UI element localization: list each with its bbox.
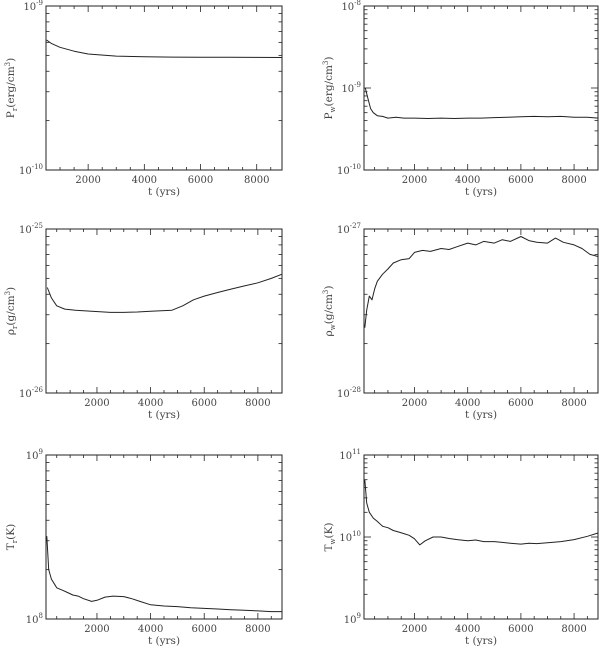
series-line: [46, 273, 283, 313]
x-tick-label: 2000: [84, 398, 109, 409]
chart-panel-6: 2000 4000 6000 8000 1011 1010 109 t (yrs) Tw(K): [323, 448, 599, 647]
x-tick-label: 8000: [245, 624, 270, 635]
plot-frame: [45, 454, 283, 620]
y-tick-label: 109: [26, 448, 43, 462]
y-tick-label: 10-27: [337, 222, 361, 236]
x-tick-label: 8000: [245, 398, 270, 409]
y-axis-label: ρw(g/cm3): [322, 286, 337, 337]
y-tick-label: 1011: [339, 448, 361, 462]
series-line: [46, 39, 283, 58]
y-tick-label: 10-10: [337, 163, 361, 177]
chart-panel-2: 2000 4000 6000 8000 10-8 10-9 10-10 t (yrs) Pw(e…: [322, 0, 599, 198]
plot-frame: [363, 228, 599, 394]
y-axis-label: Pw(erg/cm3): [322, 56, 337, 119]
y-tick-label: 10-9: [341, 81, 361, 95]
y-tick-label: 1010: [339, 530, 361, 544]
x-tick-label: 2000: [84, 624, 109, 635]
y-tick-label: 10-28: [337, 386, 361, 400]
x-tick-label: 6000: [188, 175, 213, 186]
x-tick-label: 4000: [132, 175, 157, 186]
x-tick-label: 4000: [138, 398, 163, 409]
x-tick-label: 4000: [455, 175, 480, 186]
x-tick-label: 6000: [508, 175, 533, 186]
y-tick-label: 10-26: [19, 386, 44, 400]
x-axis-label: t (yrs): [148, 409, 180, 421]
x-tick-label: 2000: [75, 175, 100, 186]
y-axis-label: Tr(K): [5, 524, 19, 550]
chart-panel-5: 2000 4000 6000 8000 109 108 t (yrs) Tr(K): [5, 448, 283, 647]
plot-frame: [45, 5, 283, 171]
plot-frame: [363, 454, 599, 620]
y-axis-label: Pr(erg/cm3): [4, 58, 19, 118]
y-tick-label: 10-9: [23, 0, 43, 13]
x-tick-label: 4000: [455, 624, 480, 635]
x-axis-label: t (yrs): [148, 186, 180, 198]
x-tick-label: 6000: [192, 398, 217, 409]
x-tick-label: 8000: [561, 624, 586, 635]
x-tick-label: 6000: [508, 624, 533, 635]
y-tick-label: 10-8: [341, 0, 361, 13]
y-tick-label: 108: [26, 612, 43, 626]
x-tick-label: 6000: [192, 624, 217, 635]
x-tick-label: 2000: [402, 398, 427, 409]
chart-panel-3: 2000 4000 6000 8000 10-25 10-26 t (yrs) ρr(g/cm…: [4, 222, 283, 421]
x-axis-label: t (yrs): [148, 635, 180, 647]
chart-panel-1: 2000 4000 6000 8000 10-9 10-10 t (yrs) Pr(erg/c…: [4, 0, 283, 198]
x-tick-label: 2000: [402, 175, 427, 186]
x-axis-label: t (yrs): [465, 635, 497, 647]
series-line: [364, 236, 599, 328]
series-line: [364, 479, 599, 546]
y-tick-label: 10-10: [19, 163, 43, 177]
series-line: [46, 536, 282, 613]
x-tick-label: 8000: [561, 175, 586, 186]
x-tick-label: 6000: [508, 398, 533, 409]
x-tick-label: 8000: [244, 175, 269, 186]
x-tick-label: 4000: [138, 624, 163, 635]
plot-frame: [363, 5, 599, 171]
x-tick-label: 4000: [455, 398, 480, 409]
x-tick-label: 2000: [402, 624, 427, 635]
y-axis-label: Tw(K): [323, 522, 337, 551]
y-tick-label: 109: [344, 612, 361, 626]
x-axis-label: t (yrs): [465, 409, 497, 421]
chart-panel-4: 2000 4000 6000 8000 10-27 10-28 t (yrs) ρw(g/cm…: [322, 222, 599, 421]
x-tick-label: 8000: [561, 398, 586, 409]
y-tick-label: 10-25: [19, 222, 43, 236]
series-line: [364, 87, 599, 119]
x-axis-label: t (yrs): [465, 186, 497, 198]
y-axis-label: ρr(g/cm3): [4, 287, 19, 335]
